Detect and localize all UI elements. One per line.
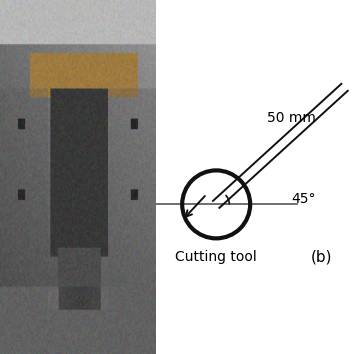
- Text: (b): (b): [311, 250, 333, 265]
- Text: Cutting tool: Cutting tool: [175, 250, 257, 264]
- Text: 50 mm: 50 mm: [267, 111, 316, 125]
- Text: 45°: 45°: [292, 192, 316, 206]
